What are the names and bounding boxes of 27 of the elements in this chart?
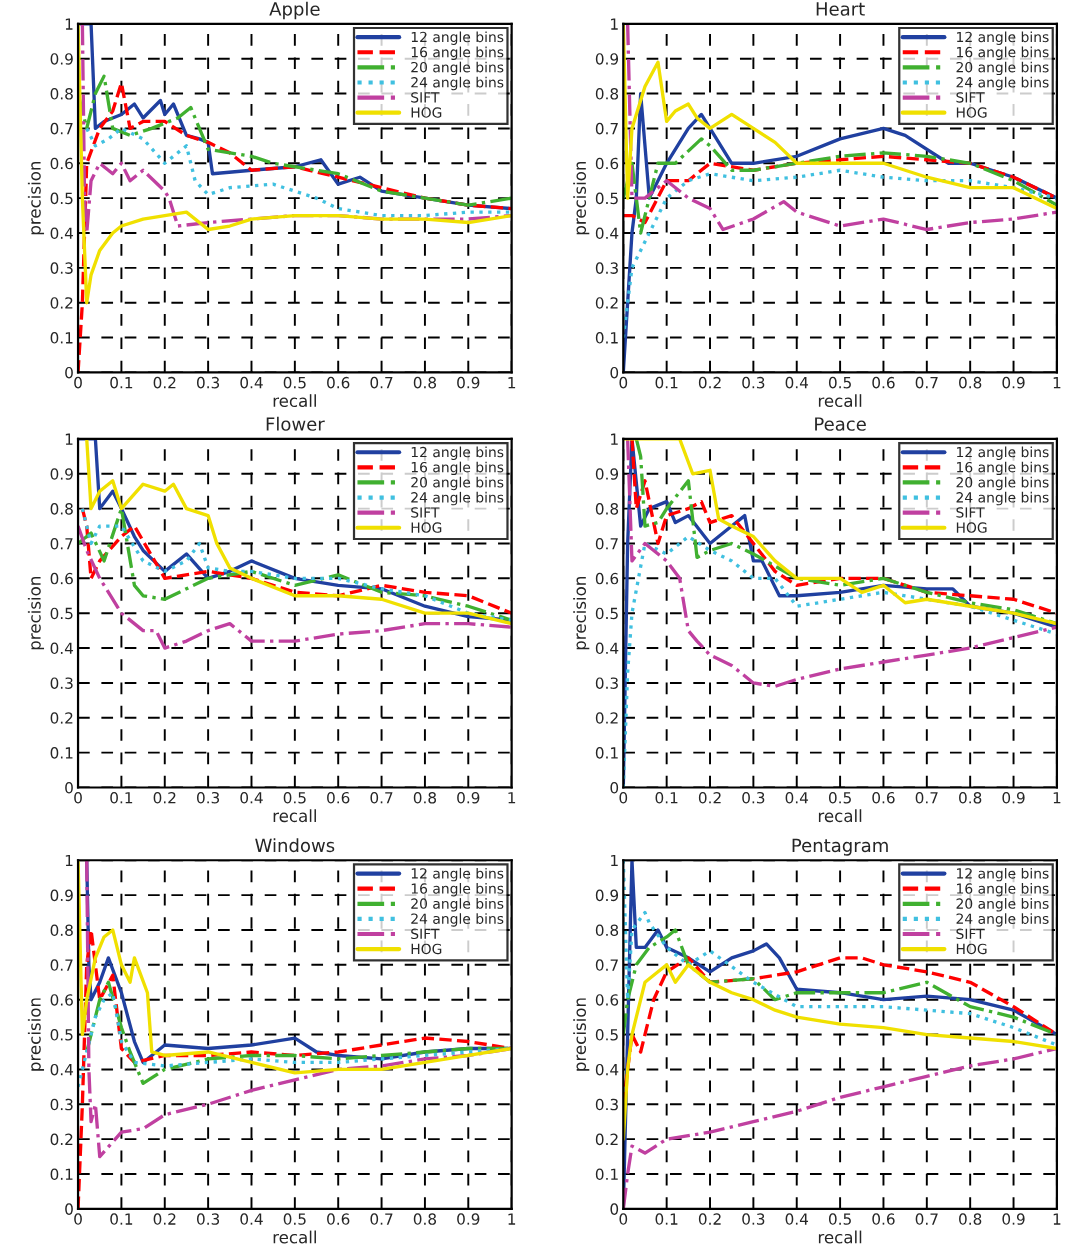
line-series <box>623 963 1057 1141</box>
y-axis-title: precision <box>573 998 590 1071</box>
x-axis-title: recall <box>273 394 316 408</box>
chart-title: Peace <box>815 417 866 431</box>
line-series <box>623 154 1057 225</box>
line-series <box>623 438 1057 788</box>
chart-title: Windows <box>255 838 335 853</box>
x-axis-title: recall <box>818 1230 862 1244</box>
line-series <box>85 126 512 218</box>
line-series <box>78 74 512 207</box>
line-series <box>78 524 512 650</box>
y-axis-title: precision <box>27 161 45 235</box>
chart-title: Pentagram <box>792 838 888 856</box>
line-series <box>623 928 1057 1037</box>
line-series <box>623 168 1057 340</box>
x-axis-title: recall <box>273 809 316 823</box>
y-axis-title: precision <box>27 577 45 650</box>
y-axis-title: precision <box>573 161 590 235</box>
y-axis-title: precision <box>27 998 45 1071</box>
chart-title: Apple <box>269 1 320 20</box>
y-axis-title: precision <box>573 577 590 650</box>
chart-title: Heart <box>816 2 865 16</box>
line-series <box>623 137 1057 235</box>
x-axis-title: recall <box>818 809 862 823</box>
x-axis-title: recall <box>273 1230 316 1244</box>
x-axis-title: recall <box>818 394 862 408</box>
chart-title: Flower <box>266 416 325 431</box>
